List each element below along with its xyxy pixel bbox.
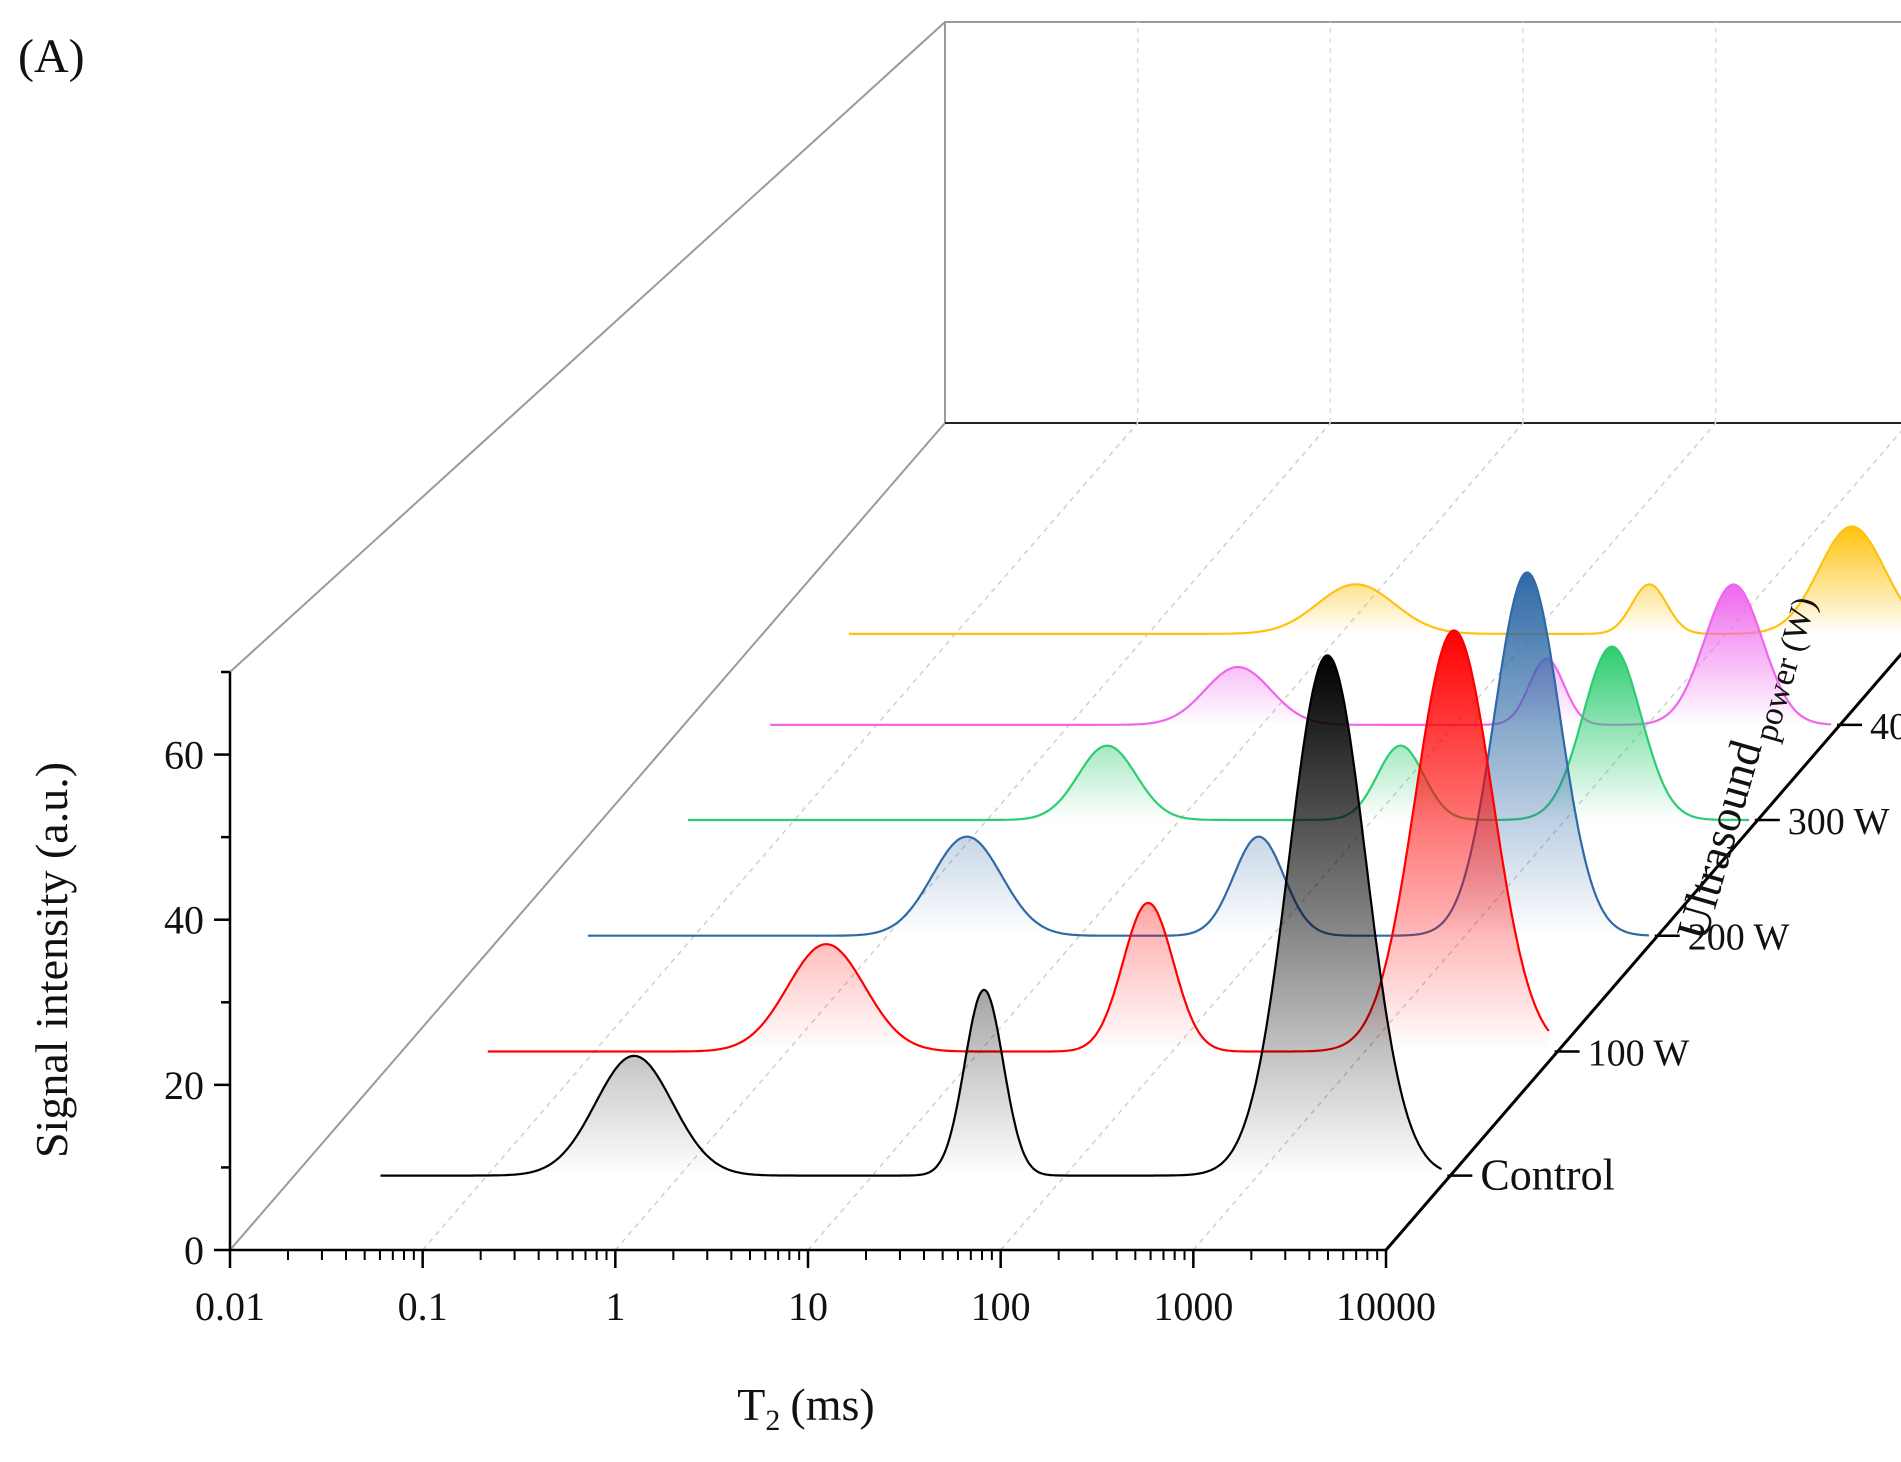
x-axis-title-main: T xyxy=(737,1379,765,1430)
back-wall-frame xyxy=(944,21,1901,423)
series-fill xyxy=(770,584,1832,725)
series-line xyxy=(688,645,1749,822)
series-fill xyxy=(380,655,1442,1176)
z-tick-label: Control xyxy=(1480,1151,1614,1200)
floor-gridline xyxy=(614,422,1331,1251)
x-tick-label: 0.01 xyxy=(195,1284,265,1329)
z-tick-label: 200 W xyxy=(1688,917,1790,959)
floor-gridline xyxy=(422,422,1139,1251)
floor-gridline xyxy=(1000,422,1717,1251)
x-tick-label: 100 xyxy=(971,1284,1031,1329)
series-line xyxy=(380,654,1443,1177)
y-tick-label: 60 xyxy=(164,733,204,778)
series-fill xyxy=(848,526,1901,634)
x-tick-label: 1 xyxy=(605,1284,625,1329)
side-wall-top-edge xyxy=(229,21,946,673)
z-axis-title-main: Ultrasound xyxy=(1666,735,1771,946)
y-tick-label: 20 xyxy=(164,1063,204,1108)
x-tick-label: 10 xyxy=(788,1284,828,1329)
z-axis-line xyxy=(1384,652,1901,1251)
series-control xyxy=(380,654,1443,1177)
x-tick-label: 1000 xyxy=(1153,1284,1233,1329)
series-100-w xyxy=(487,629,1550,1053)
axes-layer: 0.01 0.1 1 10 100 1000 10000 0 20 40 60 Control 100 … xyxy=(164,652,1901,1329)
y-axis-title: Signal intensity (a.u.) xyxy=(26,762,77,1158)
floor-gridline xyxy=(807,422,1524,1251)
x-tick-label: 10000 xyxy=(1336,1284,1436,1329)
x-axis-title-unit: (ms) xyxy=(790,1379,874,1430)
z-tick-label: 100 W xyxy=(1588,1033,1690,1075)
y-tick-label: 40 xyxy=(164,898,204,943)
series-layer xyxy=(380,525,1901,1177)
y-tick-label: 0 xyxy=(184,1228,204,1273)
series-fill xyxy=(688,646,1749,820)
x-axis-title-subscript: 2 xyxy=(765,1404,780,1437)
z-tick-label: 400 W xyxy=(1870,706,1901,748)
z-tick-label: 300 W xyxy=(1788,801,1890,843)
series-300-w xyxy=(688,645,1749,822)
series-line xyxy=(770,583,1832,726)
series-fill xyxy=(487,630,1549,1052)
x-tick-label: 0.1 xyxy=(398,1284,448,1329)
series-fill xyxy=(587,572,1649,936)
series-400-w xyxy=(770,583,1832,726)
floor-left-edge xyxy=(229,422,946,1251)
panel-label: (A) xyxy=(18,30,85,83)
x-axis-title: T2 (ms) xyxy=(737,1379,874,1437)
